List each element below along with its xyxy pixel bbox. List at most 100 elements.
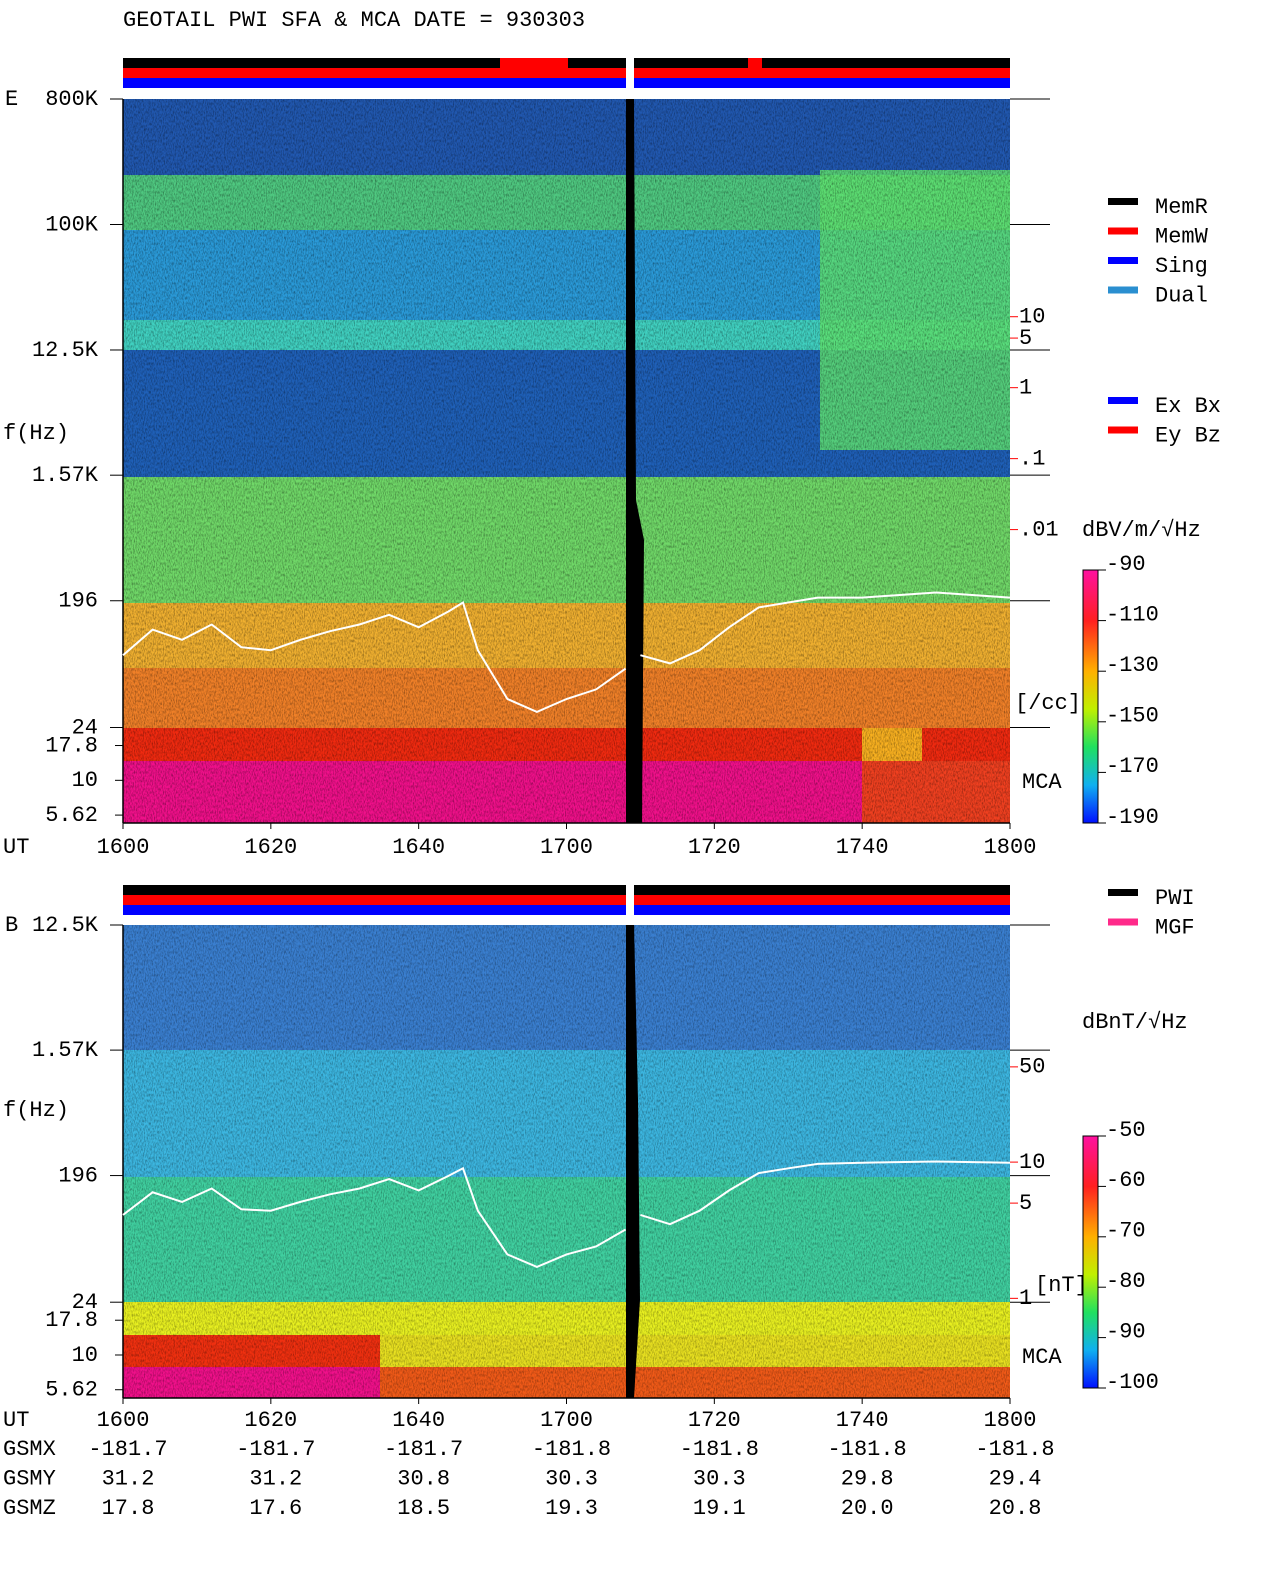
orbit-value: -181.7 [236,1437,315,1462]
y-tick-label: 800K [45,87,99,112]
orbit-value: 17.6 [249,1496,302,1521]
orbit-value: 29.4 [989,1466,1042,1491]
y-tick-label: 12.5K [32,913,99,938]
spectrogram-b [123,925,1010,1398]
colorbar-tick-label: -90 [1106,552,1146,577]
y-tick-label: 1.57K [32,1038,99,1063]
y2-tick-label: .1 [1019,446,1045,471]
legend-label: Ey Bz [1155,423,1221,448]
orbit-value: -181.7 [384,1437,463,1462]
colorbar-tick-label: -150 [1106,704,1159,729]
trace-line [640,1160,1011,1226]
colorbar-tick-label: -50 [1106,1118,1146,1143]
colorbar-tick-label: -80 [1106,1269,1146,1294]
mca-tick-label: 17.8 [45,733,98,758]
orbit-value: -181.8 [828,1437,907,1462]
legend-swatch [1108,889,1138,896]
x-tick-label: 1800 [984,835,1037,860]
orbit-value: -181.8 [975,1437,1054,1462]
y-tick-label: 1.57K [32,463,99,488]
x-axis-label: UT [3,835,29,860]
colorbar-tick-label: -190 [1106,805,1159,830]
y2-unit: [nT] [1035,1273,1088,1298]
legend-swatch [1108,918,1138,926]
x-tick-label: 1600 [97,835,150,860]
colorbar [1082,1135,1099,1389]
orbit-value: -181.8 [680,1437,759,1462]
trace-line [640,591,1011,665]
legend-label: PWI [1155,886,1195,911]
y-tick-label: 100K [45,212,99,237]
legend-label: Sing [1155,254,1208,279]
x-tick-label: 1700 [540,835,593,860]
orbit-value: 29.8 [841,1466,894,1491]
legend-swatch [1108,397,1138,404]
orbit-value: -181.8 [532,1437,611,1462]
trace-line [122,1166,627,1268]
y2-unit: [/cc] [1015,691,1081,716]
legend-label: Ex Bx [1155,394,1221,419]
orbit-value: 31.2 [102,1466,155,1491]
orbit-value: -181.7 [88,1437,167,1462]
y2-tick-label: 5 [1019,1191,1032,1216]
legend-label: MGF [1155,915,1195,940]
x-tick-label: 1700 [540,1408,593,1433]
legend-label: MemW [1155,224,1209,249]
y-axis-label: f(Hz) [3,1098,69,1123]
panel-label: E [5,87,18,112]
legend-swatch [1108,257,1138,264]
panel-label: B [5,913,18,938]
colorbar-tick-label: -130 [1106,653,1159,678]
x-axis-label: UT [3,1408,29,1433]
orbit-value: 30.3 [545,1466,598,1491]
trace-line [122,600,627,713]
colorbar-tick-label: -90 [1106,1319,1146,1344]
mca-tick-label: 5.62 [45,1378,98,1403]
x-tick-label: 1620 [244,1408,297,1433]
x-tick-label: 1740 [836,1408,889,1433]
orbit-value: 31.2 [249,1466,302,1491]
x-tick-label: 1720 [688,1408,741,1433]
y2-tick-label: .01 [1019,517,1059,542]
x-tick-label: 1620 [244,835,297,860]
colorbar-tick-label: -100 [1106,1370,1159,1395]
colorbar-label: dBnT/√Hz [1082,1010,1188,1035]
x-tick-label: 1640 [392,1408,445,1433]
colorbar-tick-label: -70 [1106,1219,1146,1244]
y-axis-label: f(Hz) [3,421,69,446]
mca-tick-label: 10 [72,768,98,793]
colorbar-tick-label: -60 [1106,1168,1146,1193]
orbit-label: GSMY [3,1466,56,1491]
colorbar-tick-label: -110 [1106,602,1159,627]
y2-tick-label: 50 [1019,1055,1045,1080]
y-tick-label: 24 [72,715,98,740]
orbit-label: GSMX [3,1437,56,1462]
y2-tick-label: 5 [1019,326,1032,351]
legend-label: MemR [1155,195,1208,220]
orbit-value: 30.8 [397,1466,450,1491]
status-bars [123,58,1010,915]
legend-swatch [1108,426,1138,434]
y-tick-label: 196 [58,589,98,614]
orbit-value: 19.1 [693,1496,746,1521]
mca-label: MCA [1022,770,1062,795]
y-tick-label: 12.5K [32,338,99,363]
spectrogram-e [123,99,1010,823]
y2-tick-label: 10 [1019,305,1045,330]
x-tick-label: 1640 [392,835,445,860]
mca-tick-label: 10 [72,1343,98,1368]
orbit-label: GSMZ [3,1496,56,1521]
orbit-value: 20.8 [989,1496,1042,1521]
legend-swatch [1108,286,1138,294]
legend-label: Dual [1155,283,1208,308]
colorbar [1082,569,1099,824]
orbit-value: 30.3 [693,1466,746,1491]
x-tick-label: 1600 [97,1408,150,1433]
y-tick-label: 196 [58,1163,98,1188]
title: GEOTAIL PWI SFA & MCA DATE = 930303 [123,8,585,33]
orbit-value: 20.0 [841,1496,894,1521]
x-tick-label: 1740 [836,835,889,860]
y2-tick-label: 10 [1019,1150,1045,1175]
mca-tick-label: 17.8 [45,1308,98,1333]
